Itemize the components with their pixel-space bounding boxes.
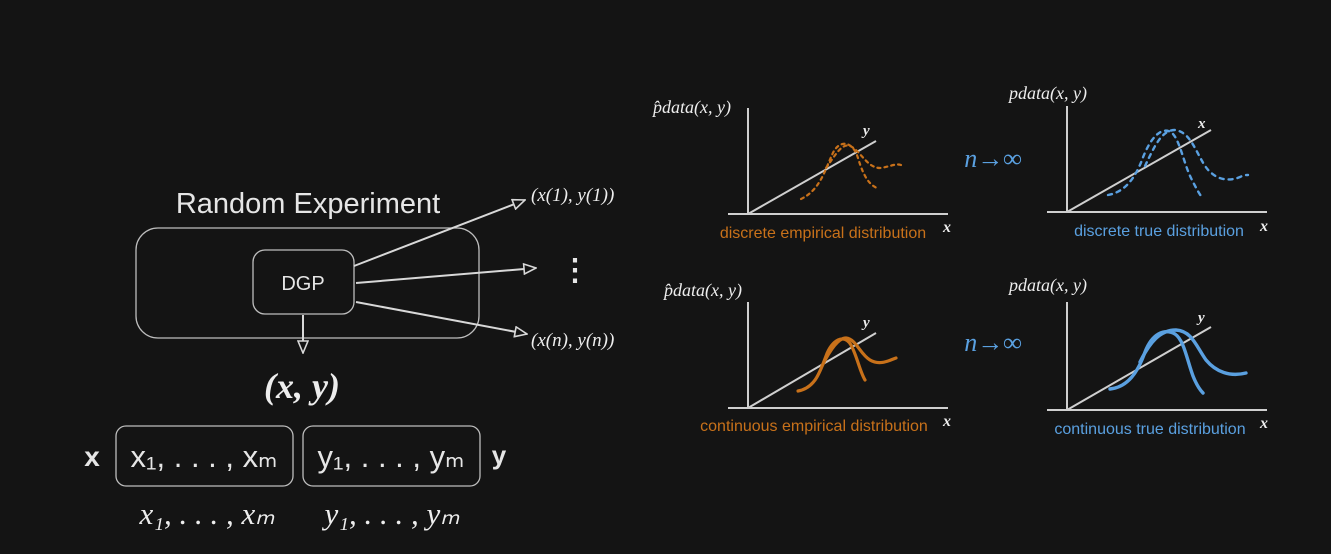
y-box-text: y₁, . . . , yₘ — [318, 439, 465, 474]
y-box — [302, 425, 481, 487]
dotted-curve-back — [1143, 128, 1250, 181]
diagonal-axis — [747, 140, 877, 215]
panel-caption: discrete true distribution — [1074, 223, 1244, 240]
y-vector-label: y — [492, 440, 507, 470]
sample-last: (x(n), y(n)) — [531, 330, 614, 351]
axis-x-label: x — [942, 413, 951, 430]
solid-curve-front — [1108, 330, 1205, 395]
x-box — [115, 425, 294, 487]
solid-curve-front — [796, 337, 867, 393]
axis-y-label: y — [861, 123, 870, 139]
axis-x-label: x — [942, 219, 951, 236]
density-label: p̂data(x, y) — [651, 97, 731, 118]
panel-caption: continuous true distribution — [1054, 421, 1245, 438]
axis-x-label: x — [1259, 415, 1268, 432]
axis-x-label: x — [1259, 218, 1268, 235]
dgp-label: DGP — [281, 273, 324, 295]
axis-y-label: x — [1197, 116, 1206, 132]
arrow-to-first-sample — [353, 200, 525, 267]
x-vector-label: x — [84, 441, 100, 472]
y-sequence: y₁, . . . , yₘ — [321, 496, 460, 531]
experiment-box — [135, 227, 480, 339]
panel-continuous-empirical: p̂data(x, y) y x continuous empirical di… — [662, 280, 951, 435]
panel-discrete-empirical: p̂data(x, y) y x discrete empirical dist… — [651, 97, 951, 242]
limit-label-bottom: n→∞ — [964, 328, 1022, 357]
pair-label: (x, y) — [264, 366, 340, 406]
axis-y-label: y — [1196, 310, 1205, 326]
dotted-curve-front — [1106, 129, 1205, 201]
diagonal-axis — [1066, 129, 1212, 213]
x-box-text: x₁, . . . , xₘ — [131, 439, 278, 474]
panel-discrete-true: pdata(x, y) x x discrete true distributi… — [1007, 83, 1268, 240]
solid-curve-back — [1138, 328, 1248, 377]
panel-caption: discrete empirical distribution — [720, 225, 926, 242]
dotted-curve-front — [799, 142, 879, 201]
dgp-box — [252, 249, 355, 315]
density-label: p̂data(x, y) — [662, 280, 742, 301]
panel-caption: continuous empirical distribution — [700, 418, 928, 435]
density-label: pdata(x, y) — [1007, 83, 1087, 104]
dotted-curve-back — [824, 144, 905, 170]
sample-dots: ⋮ — [560, 254, 590, 287]
arrow-to-last-sample — [355, 301, 527, 334]
experiment-title: Random Experiment — [176, 188, 440, 220]
sample-first: (x(1), y(1)) — [531, 185, 614, 206]
limit-label-top: n→∞ — [964, 144, 1022, 173]
solid-curve-back — [820, 336, 898, 368]
arrow-to-dots — [355, 268, 536, 284]
density-label: pdata(x, y) — [1007, 275, 1087, 296]
panel-continuous-true: pdata(x, y) y x continuous true distribu… — [1007, 275, 1268, 438]
x-sequence: x₁, . . . , xₘ — [138, 496, 275, 531]
axis-y-label: y — [861, 315, 870, 331]
